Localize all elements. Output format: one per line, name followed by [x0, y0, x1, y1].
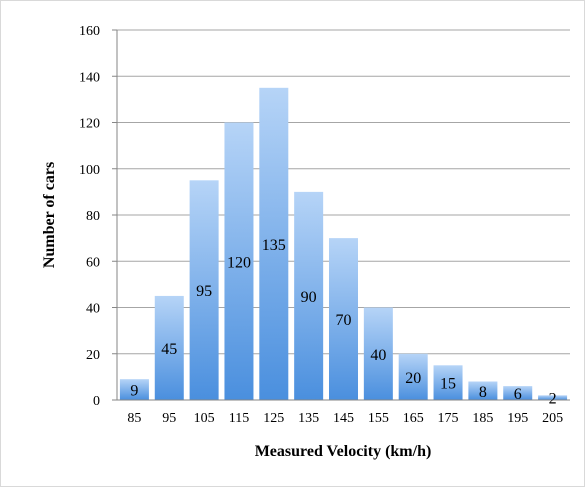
y-tick-label: 100 — [79, 163, 100, 178]
data-label: 8 — [479, 384, 487, 401]
x-tick-label: 205 — [542, 411, 563, 426]
y-axis-title: Number of cars — [41, 162, 58, 268]
x-tick-label: 145 — [333, 411, 354, 426]
x-tick-label: 185 — [472, 411, 493, 426]
data-label: 15 — [440, 376, 456, 393]
data-label: 20 — [405, 370, 421, 387]
x-tick-label: 195 — [507, 411, 528, 426]
y-tick-label: 120 — [79, 117, 100, 132]
data-label: 2 — [549, 391, 557, 408]
axes — [116, 30, 570, 401]
y-tick-label: 0 — [93, 394, 100, 409]
y-tick-label: 140 — [79, 70, 100, 85]
data-label: 9 — [130, 383, 138, 400]
y-tick-labels: 0 20 40 60 80 100 120 140 160 — [79, 24, 100, 409]
x-tick-label: 95 — [162, 411, 176, 426]
x-tick-label: 85 — [127, 411, 141, 426]
bar — [363, 307, 393, 400]
bar — [259, 87, 289, 400]
x-axis-title: Measured Velocity (km/h) — [255, 443, 432, 460]
data-label: 120 — [227, 254, 251, 271]
y-tick-label: 40 — [86, 302, 100, 317]
x-tick-label: 175 — [438, 411, 459, 426]
data-label: 40 — [370, 347, 386, 364]
x-tick-label: 155 — [368, 411, 389, 426]
x-tick-labels: 85 95 105 115 125 135 145 155 165 175 185 195 205 — [127, 411, 563, 426]
bar — [468, 381, 498, 400]
bars — [119, 87, 568, 400]
y-tick-label: 160 — [79, 24, 100, 39]
bar — [119, 379, 149, 400]
y-tick-label: 60 — [86, 255, 100, 270]
data-label: 45 — [161, 341, 177, 358]
x-tick-label: 165 — [403, 411, 424, 426]
bar — [224, 122, 254, 400]
data-label: 90 — [301, 289, 317, 306]
data-label: 95 — [196, 283, 212, 300]
data-label: 6 — [514, 386, 522, 403]
bar — [189, 180, 219, 400]
x-tick-label: 105 — [194, 411, 215, 426]
x-tick-label: 125 — [263, 411, 284, 426]
bar — [329, 238, 358, 400]
bar — [398, 353, 428, 400]
bar — [294, 191, 324, 400]
data-labels: 9 45 95 120 135 90 70 40 20 15 8 6 2 — [130, 237, 556, 408]
data-label: 135 — [262, 237, 286, 254]
x-tick-label: 115 — [229, 411, 249, 426]
y-tick-label: 20 — [86, 348, 100, 363]
y-tick-label: 80 — [86, 209, 100, 224]
bar — [433, 365, 463, 400]
x-tick-label: 135 — [298, 411, 319, 426]
bar — [154, 295, 184, 400]
bar — [503, 386, 533, 400]
bar — [538, 395, 568, 400]
data-label: 70 — [336, 312, 352, 329]
